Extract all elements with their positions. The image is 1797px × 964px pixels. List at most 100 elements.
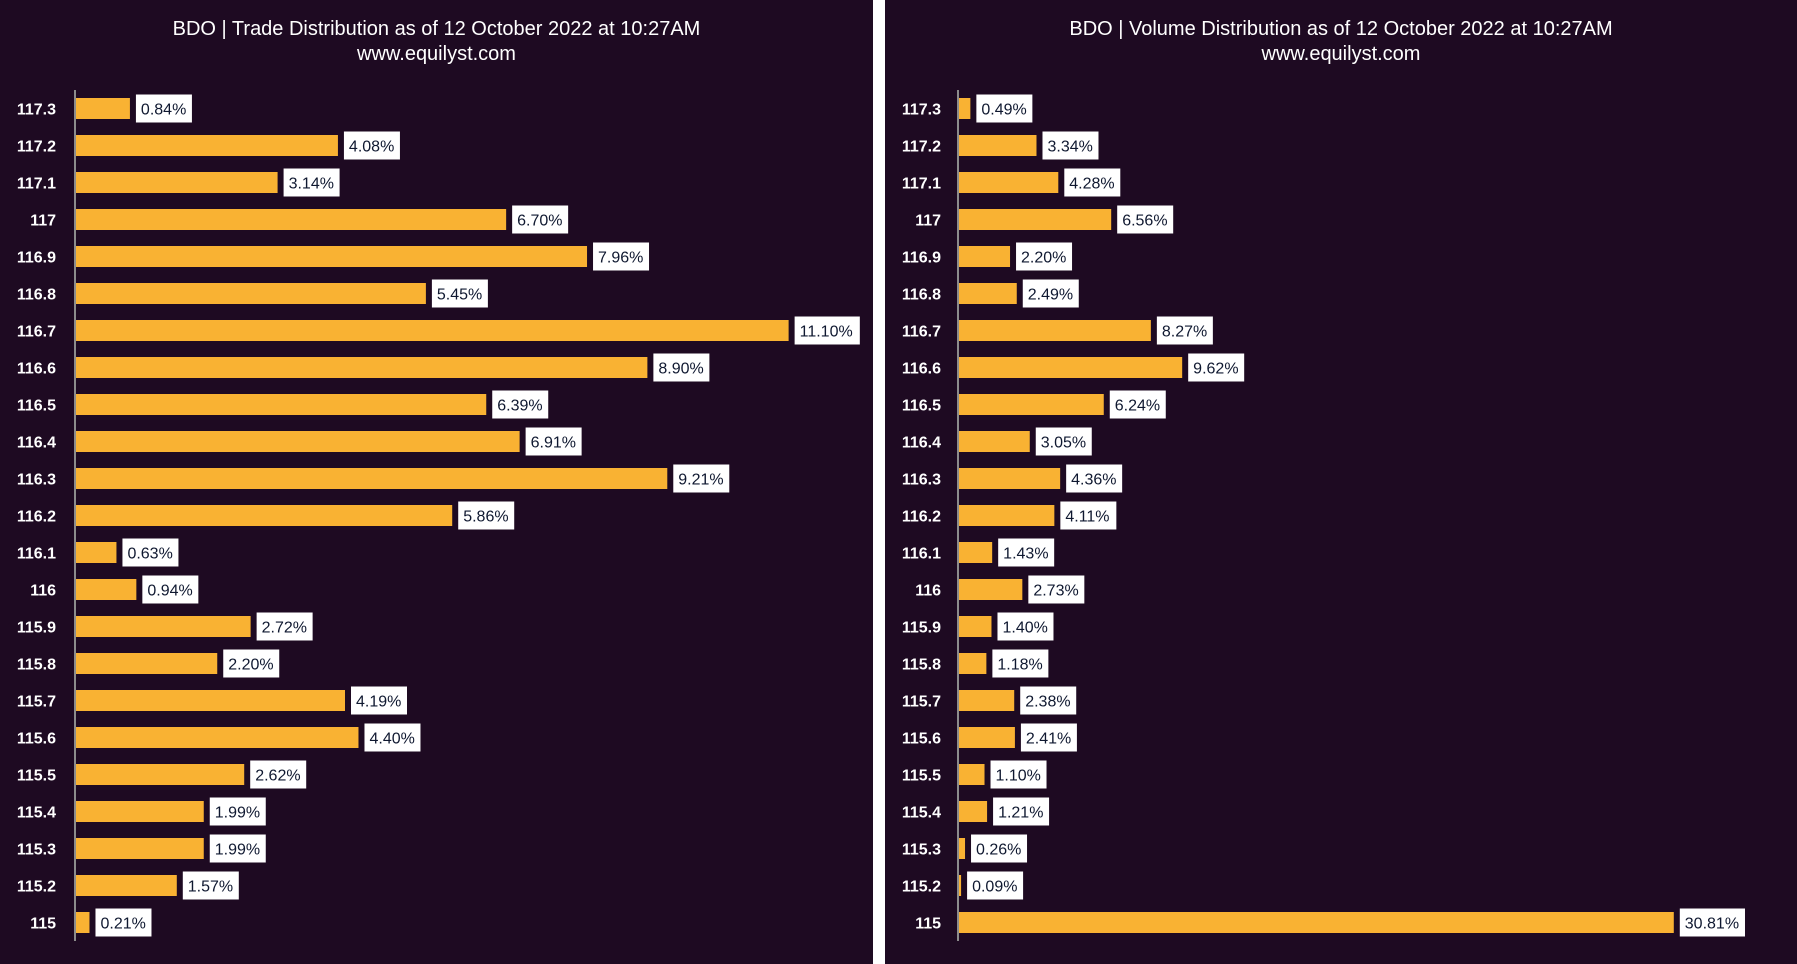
data-label-box: [976, 94, 1033, 123]
chart-title: BDO | Trade Distribution as of 12 Octobe…: [172, 18, 701, 40]
bar: [959, 320, 1151, 341]
data-label: 0.21%: [100, 916, 145, 933]
data-label-box: [1156, 316, 1213, 345]
data-label-box: [1117, 205, 1174, 234]
bar: [959, 394, 1104, 415]
bar: [959, 579, 1023, 600]
data-label-box: [993, 797, 1050, 826]
bar: [959, 246, 1011, 267]
data-label: 1.18%: [997, 657, 1042, 674]
data-label-box: [223, 649, 280, 678]
bar: [76, 653, 218, 674]
data-label: 4.40%: [369, 731, 414, 748]
data-label: 3.05%: [1041, 435, 1086, 452]
category-label: 116.2: [902, 509, 941, 526]
category-label: 115.9: [17, 620, 56, 637]
data-label-box: [1042, 131, 1099, 160]
data-label: 2.73%: [1033, 583, 1078, 600]
data-label-box: [431, 279, 488, 308]
bar: [76, 579, 137, 600]
data-label: 2.41%: [1026, 731, 1071, 748]
bar: [959, 801, 988, 822]
category-label: 115: [915, 916, 941, 933]
data-label: 1.43%: [1003, 546, 1048, 563]
category-label: 116.4: [902, 435, 941, 452]
bar: [76, 838, 204, 859]
bar: [959, 468, 1061, 489]
data-label: 1.40%: [1002, 620, 1047, 637]
bar: [76, 431, 520, 452]
category-label: 115.4: [17, 805, 56, 822]
bar: [959, 135, 1037, 156]
data-label: 2.20%: [1021, 250, 1066, 267]
data-label-box: [256, 612, 313, 641]
data-label: 4.11%: [1065, 509, 1109, 526]
data-label-box: [673, 464, 730, 493]
category-label: 117.3: [17, 102, 56, 119]
data-label: 1.99%: [215, 805, 260, 822]
category-label: 117.1: [17, 176, 56, 193]
data-label-box: [1022, 279, 1079, 308]
data-label: 0.84%: [141, 102, 186, 119]
bar: [959, 616, 992, 637]
data-label-box: [990, 760, 1047, 789]
category-label: 116.6: [17, 361, 56, 378]
data-label-box: [971, 834, 1028, 863]
data-label-box: [1188, 353, 1245, 382]
data-label: 0.09%: [972, 879, 1017, 896]
data-label: 1.99%: [215, 842, 260, 859]
category-label: 116.8: [17, 287, 56, 304]
category-label: 117: [30, 213, 56, 230]
category-label: 115.3: [902, 842, 941, 859]
category-label: 115.8: [902, 657, 941, 674]
data-label: 6.56%: [1122, 213, 1167, 230]
data-label-box: [1679, 908, 1745, 937]
category-label: 116.5: [17, 398, 56, 415]
bar: [76, 320, 789, 341]
category-label: 115.4: [902, 805, 941, 822]
data-label: 3.14%: [289, 176, 334, 193]
category-label: 116.7: [902, 324, 941, 341]
bar: [959, 875, 962, 896]
bar: [76, 172, 278, 193]
bar: [76, 875, 177, 896]
category-label: 116.3: [17, 472, 56, 489]
data-label-box: [458, 501, 515, 530]
category-label: 116.9: [902, 250, 941, 267]
data-label: 8.90%: [658, 361, 703, 378]
data-label-box: [1109, 390, 1166, 419]
bar: [959, 505, 1055, 526]
bar: [76, 394, 487, 415]
bar: [959, 690, 1015, 711]
category-label: 116.2: [17, 509, 56, 526]
data-label-box: [997, 612, 1054, 641]
bar: [76, 912, 90, 933]
bar: [959, 98, 971, 119]
category-label: 116: [915, 583, 941, 600]
category-label: 116.1: [17, 546, 56, 563]
bar: [76, 727, 359, 748]
data-label: 4.36%: [1071, 472, 1116, 489]
category-label: 116.7: [17, 324, 56, 341]
category-label: 116.5: [902, 398, 941, 415]
data-label: 0.49%: [981, 102, 1026, 119]
category-label: 115.2: [17, 879, 56, 896]
data-label: 30.81%: [1685, 916, 1739, 933]
category-label: 115.9: [902, 620, 941, 637]
category-label: 115.6: [17, 731, 56, 748]
chart-title: BDO | Volume Distribution as of 12 Octob…: [1069, 18, 1613, 40]
data-label: 5.45%: [437, 287, 482, 304]
bar: [959, 727, 1015, 748]
bar: [76, 468, 668, 489]
category-label: 116.6: [902, 361, 941, 378]
data-label: 5.86%: [463, 509, 508, 526]
bar: [959, 209, 1112, 230]
trade-distribution-chart: 117.3 0.84% 117.2 4.08% 117.1 3.14% 117 6.70% 11…: [17, 90, 860, 941]
data-label: 0.94%: [147, 583, 192, 600]
data-label: 9.21%: [678, 472, 723, 489]
data-label-box: [122, 538, 179, 567]
category-label: 116: [30, 583, 56, 600]
bar: [959, 431, 1030, 452]
data-label: 6.24%: [1115, 398, 1160, 415]
category-label: 115.3: [17, 842, 56, 859]
